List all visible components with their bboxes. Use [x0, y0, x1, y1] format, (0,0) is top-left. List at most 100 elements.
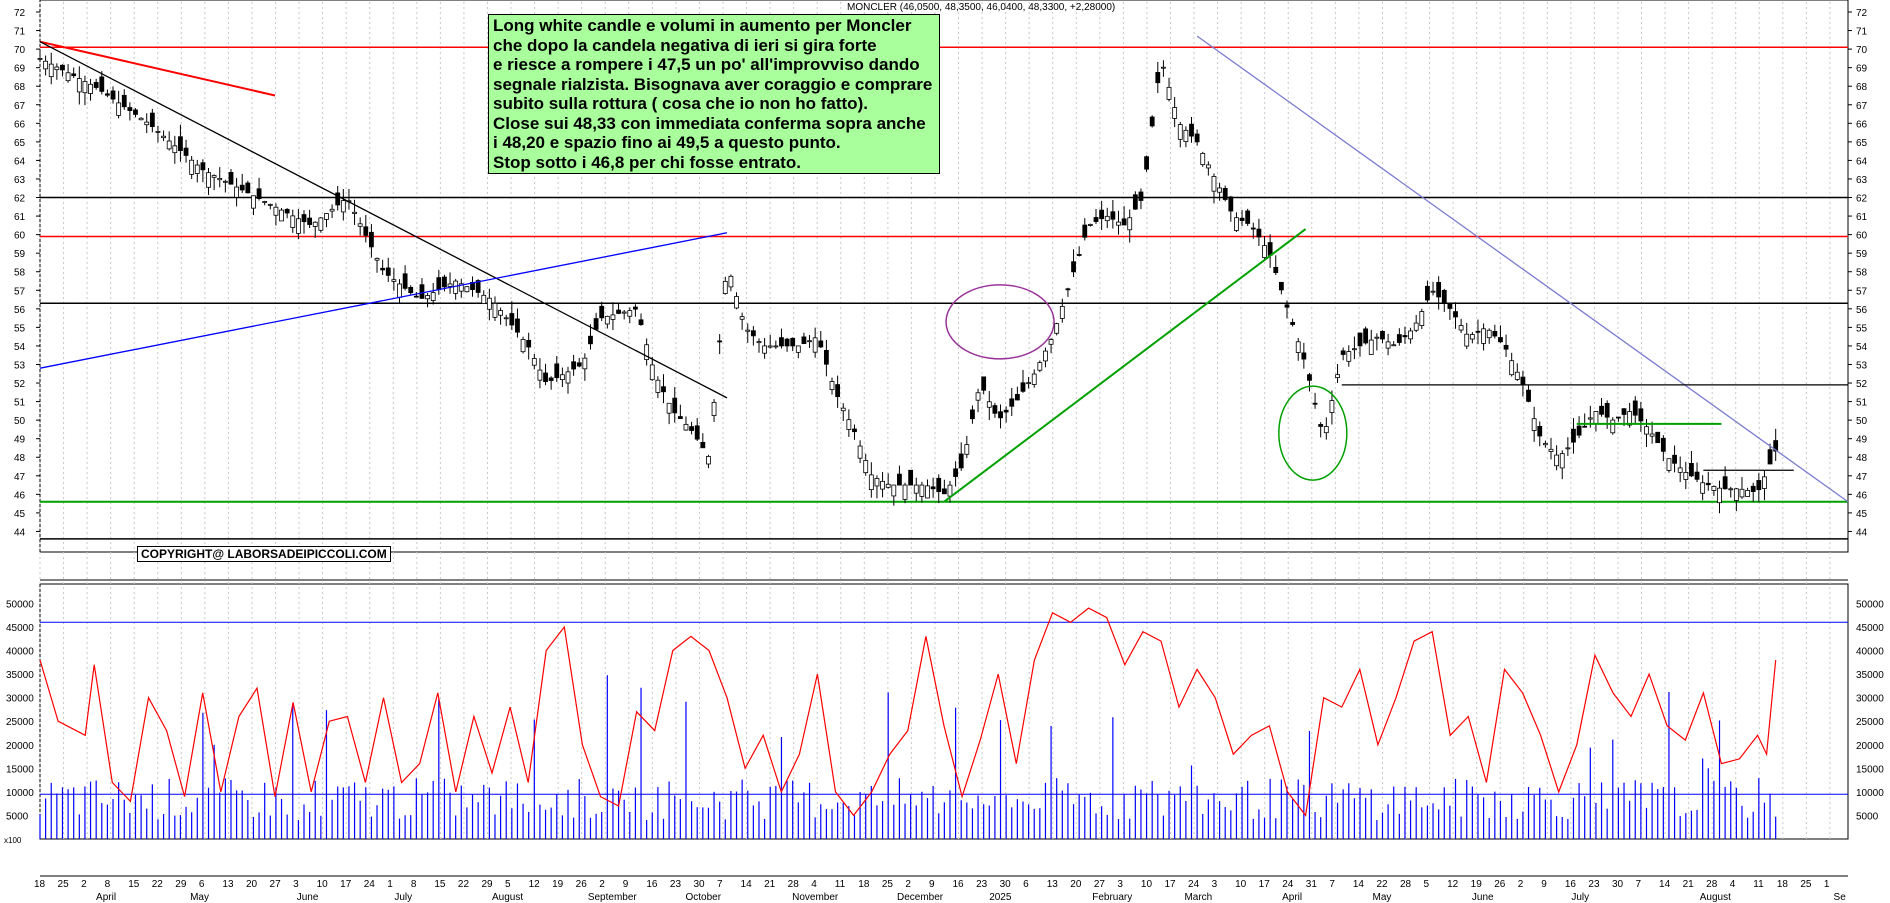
candle-body	[1509, 360, 1515, 376]
x-month-label: April	[96, 892, 116, 903]
candle-body	[363, 226, 369, 236]
price-y-tick-left: 70	[14, 45, 26, 56]
x-tick-label: 26	[576, 879, 588, 890]
candle-body	[801, 336, 807, 344]
price-y-tick-right: 66	[1856, 119, 1868, 130]
candle-body	[475, 280, 481, 293]
candle-body	[228, 172, 234, 185]
x-tick-label: 16	[646, 879, 658, 890]
candle-body	[262, 201, 268, 203]
candle-body	[1127, 217, 1133, 231]
candle-body	[1256, 228, 1262, 238]
price-y-tick-right: 68	[1856, 82, 1868, 93]
x-month-label: September	[588, 892, 638, 903]
candle-body	[520, 339, 526, 353]
candle-body	[1323, 426, 1329, 434]
volume-y-tick-right: 50000	[1856, 599, 1884, 610]
candle-body	[1638, 408, 1644, 422]
x-tick-label: 4	[1730, 879, 1736, 890]
candle-body	[172, 145, 178, 154]
x-month-label: May	[190, 892, 209, 903]
candle-body	[1346, 351, 1352, 362]
candle-body	[627, 310, 633, 317]
candle-body	[666, 402, 672, 414]
candle-body	[1301, 352, 1307, 360]
price-y-tick-right: 57	[1856, 286, 1868, 297]
candle-body	[779, 337, 784, 347]
candle-body	[1087, 224, 1093, 226]
candle-body	[1683, 472, 1689, 480]
x-tick-label: 17	[1164, 879, 1176, 890]
candle-body	[644, 344, 650, 360]
x-tick-label: 29	[481, 879, 493, 890]
candle-body	[1526, 389, 1531, 402]
x-tick-label: 28	[1706, 879, 1718, 890]
candle-body	[565, 371, 571, 384]
x-tick-label: 23	[1588, 879, 1600, 890]
candle-body	[397, 283, 402, 298]
candle-body	[335, 192, 341, 206]
price-y-tick-left: 69	[14, 64, 26, 75]
price-y-tick-left: 44	[14, 527, 26, 538]
price-y-tick-left: 68	[14, 82, 26, 93]
x-tick-label: 16	[953, 879, 965, 890]
candle-body	[1026, 382, 1032, 385]
candle-body	[82, 81, 88, 94]
price-y-tick-right: 55	[1856, 323, 1868, 334]
candle-body	[1138, 191, 1144, 201]
note-line: Long white candle e volumi in aumento pe…	[493, 16, 912, 35]
candle-body	[1194, 133, 1200, 143]
candle-body	[1312, 402, 1318, 405]
trend-line	[39, 41, 728, 399]
x-tick-label: 20	[246, 879, 258, 890]
candle-body	[105, 93, 110, 96]
x-tick-label: 24	[1188, 879, 1200, 890]
x-tick-label: 22	[1376, 879, 1388, 890]
volume-y-tick-left: 15000	[6, 764, 34, 775]
x-tick-label: 27	[270, 879, 282, 890]
x-tick-label: 2	[599, 879, 605, 890]
candle-body	[604, 315, 610, 325]
x-tick-label: 10	[1141, 879, 1153, 890]
candle-body	[357, 223, 363, 227]
candle-body	[739, 316, 745, 320]
candle-body	[385, 267, 391, 276]
x-tick-label: 1	[387, 879, 393, 890]
candle-body	[588, 335, 593, 345]
candle-body	[1413, 322, 1419, 331]
candle-body	[1441, 289, 1447, 304]
candle-body	[1677, 467, 1683, 473]
candle-body	[1099, 209, 1105, 220]
x-tick-label: 27	[1094, 879, 1106, 890]
candle-body	[1110, 211, 1116, 220]
candle-body	[767, 345, 773, 348]
x-tick-label: 2	[905, 879, 911, 890]
price-y-tick-right: 49	[1856, 435, 1868, 446]
candle-body	[857, 445, 863, 459]
candle-body	[1520, 376, 1526, 385]
price-y-tick-right: 45	[1856, 509, 1868, 520]
trend-line	[943, 228, 1307, 503]
candle-body	[1711, 486, 1717, 491]
candle-body	[975, 392, 981, 401]
candle-body	[1307, 374, 1312, 381]
candle-body	[1728, 488, 1734, 491]
x-tick-label: 11	[835, 879, 846, 890]
candle-body	[1773, 440, 1779, 452]
x-month-label: August	[1700, 892, 1731, 903]
candle-body	[1503, 344, 1509, 350]
x-tick-label: 19	[1471, 879, 1483, 890]
x-tick-label: 5	[505, 879, 511, 890]
candle-body	[1189, 123, 1194, 137]
candle-body	[1582, 425, 1588, 428]
x-tick-label: 24	[1282, 879, 1294, 890]
candle-body	[430, 292, 436, 301]
trend-line	[1196, 35, 1849, 503]
candle-body	[324, 213, 329, 220]
candle-body	[891, 484, 897, 497]
x-tick-label: 13	[222, 879, 234, 890]
x-tick-label: 2	[1518, 879, 1524, 890]
candle-body	[661, 386, 666, 393]
volume-unit-label: x100	[4, 836, 22, 845]
candle-body	[149, 112, 155, 128]
